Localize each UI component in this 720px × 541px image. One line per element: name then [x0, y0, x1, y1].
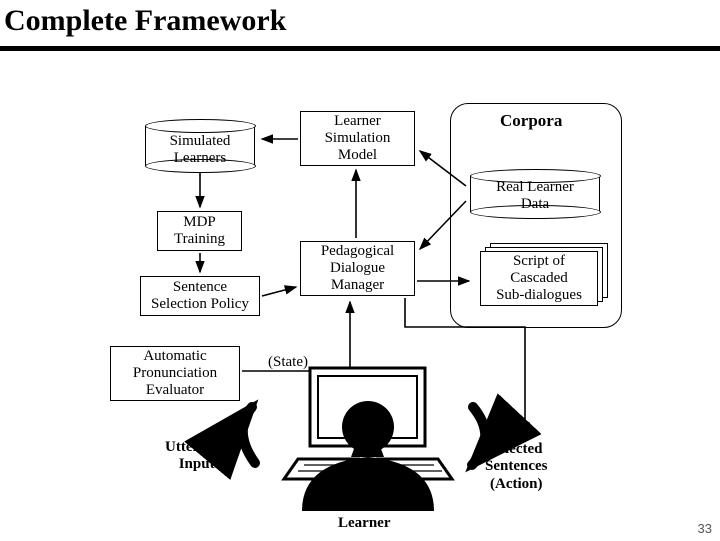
diagram-canvas: Corpora SimulatedLearners Real LearnerDa… [0, 71, 720, 541]
learner-simulation-model: LearnerSimulationModel [300, 111, 415, 166]
page-title: Complete Framework [0, 0, 720, 46]
mdp-training: MDPTraining [157, 211, 242, 251]
automatic-pronunciation-evaluator: AutomaticPronunciationEvaluator [110, 346, 240, 401]
utterance-input-label: UtteranceInput [165, 439, 228, 474]
title-underline [0, 46, 720, 51]
state-label: (State) [268, 354, 308, 371]
corpora-label: Corpora [500, 111, 562, 131]
script-cascaded-subdialogues: Script ofCascadedSub-dialogues [480, 251, 598, 306]
learner-label: Learner [338, 515, 390, 532]
sentence-selection-policy: SentenceSelection Policy [140, 276, 260, 316]
pedagogical-dialogue-manager: PedagogicalDialogueManager [300, 241, 415, 296]
real-learner-data-db: Real LearnerData [470, 176, 600, 212]
simulated-learners-db: SimulatedLearners [145, 126, 255, 166]
selected-sentences-label: SelectedSentences(Action) [485, 441, 548, 493]
slide-number: 33 [698, 521, 712, 536]
